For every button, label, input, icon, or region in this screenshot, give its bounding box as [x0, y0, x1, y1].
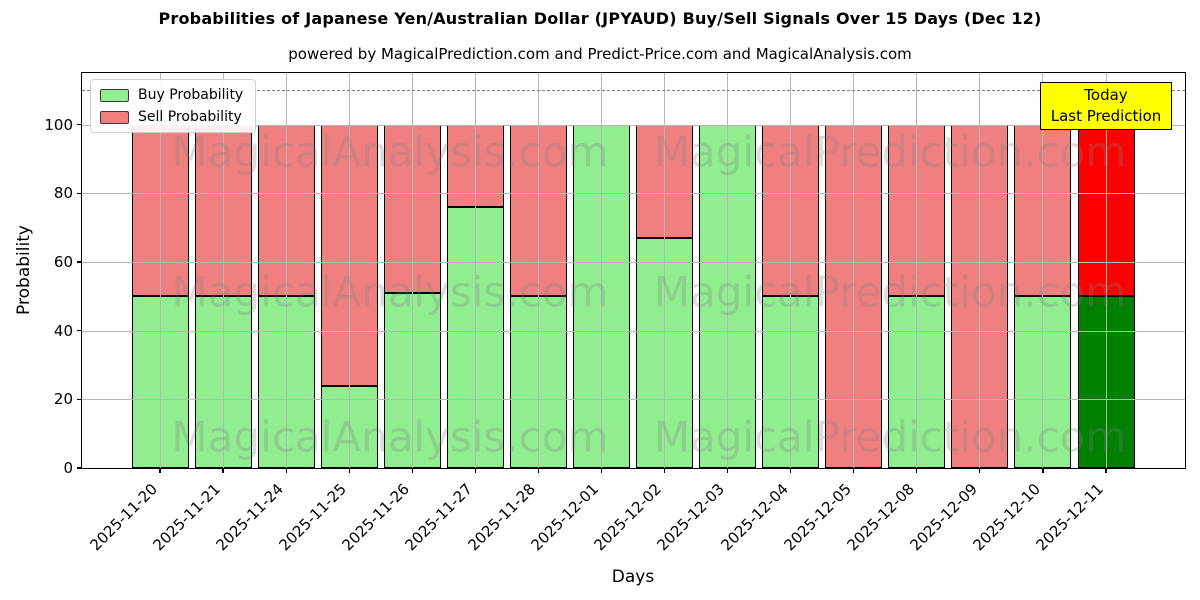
gridline-y-40 [82, 330, 1185, 332]
x-tick-label-2025-12-11: 2025-12-11 [1032, 480, 1107, 555]
gridline-x-2025-12-01 [600, 73, 602, 468]
x-tick-2025-11-26 [411, 468, 413, 473]
gridline-x-2025-12-03 [727, 73, 729, 468]
legend-label-sell: Sell Probability [138, 109, 242, 125]
gridline-x-2025-11-24 [285, 73, 287, 468]
gridline-x-2025-12-05 [853, 73, 855, 468]
chart-subtitle: powered by MagicalPrediction.com and Pre… [288, 45, 912, 63]
y-tick-80 [77, 192, 82, 194]
y-tick-label-0: 0 [63, 459, 73, 477]
today-annotation: Today Last Prediction [1040, 82, 1172, 130]
y-tick-label-80: 80 [53, 184, 73, 203]
x-tick-label-2025-11-24: 2025-11-24 [212, 480, 287, 555]
dashed-threshold-line [82, 90, 1185, 92]
y-tick-20 [77, 398, 82, 400]
x-tick-2025-12-09 [979, 468, 981, 473]
gridline-x-2025-12-09 [979, 73, 981, 468]
gridline-x-2025-12-08 [916, 73, 918, 468]
y-axis-title: Probability [14, 225, 34, 315]
x-tick-label-2025-12-01: 2025-12-01 [527, 480, 603, 555]
gridline-y-20 [82, 399, 1185, 401]
legend: Buy Probability Sell Probability [90, 79, 257, 133]
y-tick-label-60: 60 [53, 252, 73, 271]
gridline-x-2025-12-02 [664, 73, 666, 468]
x-tick-label-2025-12-10: 2025-12-10 [969, 480, 1044, 555]
gridline-y-60 [82, 261, 1185, 263]
x-tick-2025-12-02 [663, 468, 666, 473]
x-tick-label-2025-11-27: 2025-11-27 [401, 480, 477, 555]
y-tick-100 [77, 123, 82, 126]
legend-label-buy: Buy Probability [138, 87, 244, 103]
x-tick-2025-11-24 [285, 468, 287, 473]
y-tick-label-20: 20 [53, 390, 73, 409]
today-annotation-line1: Today [1084, 86, 1128, 104]
gridline-x-2025-11-26 [411, 73, 413, 468]
x-tick-label-2025-11-20: 2025-11-20 [86, 480, 161, 555]
x-tick-2025-12-10 [1042, 468, 1044, 473]
x-tick-label-2025-12-08: 2025-12-08 [843, 480, 918, 555]
gridline-x-2025-11-21 [222, 73, 224, 468]
chart-title: Probabilities of Japanese Yen/Australian… [158, 9, 1042, 28]
y-tick-40 [77, 330, 82, 332]
sell-swatch-icon [100, 110, 129, 124]
x-tick-2025-12-08 [916, 468, 918, 473]
gridline-x-2025-11-28 [537, 73, 539, 468]
x-tick-label-2025-11-28: 2025-11-28 [464, 480, 540, 555]
y-tick-label-40: 40 [53, 321, 73, 340]
buy-swatch-icon [100, 88, 129, 102]
legend-item-buy: Buy Probability [100, 87, 243, 103]
x-tick-label-2025-12-03: 2025-12-03 [653, 480, 729, 555]
x-tick-2025-12-03 [727, 468, 729, 473]
gridline-x-2025-11-27 [474, 73, 476, 468]
x-tick-2025-11-20 [159, 468, 161, 473]
x-tick-label-2025-12-09: 2025-12-09 [906, 480, 981, 555]
x-axis-title: Days [611, 567, 655, 587]
gridline-x-2025-12-11 [1105, 73, 1107, 468]
gridline-x-2025-12-04 [790, 73, 792, 468]
y-tick-label-100: 100 [44, 115, 73, 134]
x-tick-label-2025-12-04: 2025-12-04 [717, 480, 792, 555]
x-tick-2025-11-28 [537, 468, 539, 473]
x-tick-2025-12-11 [1105, 468, 1107, 473]
gridline-x-2025-11-25 [348, 73, 350, 468]
x-tick-2025-12-01 [600, 468, 603, 473]
x-tick-2025-11-25 [348, 468, 350, 473]
gridline-x-2025-12-10 [1042, 73, 1044, 468]
x-tick-label-2025-11-25: 2025-11-25 [275, 480, 350, 555]
legend-item-sell: Sell Probability [100, 109, 243, 125]
x-tick-label-2025-11-21: 2025-11-21 [149, 480, 224, 555]
today-annotation-line2: Last Prediction [1050, 107, 1162, 125]
y-tick-60 [77, 261, 82, 263]
gridline-y-100 [82, 124, 1185, 126]
x-tick-2025-11-21 [222, 468, 224, 473]
x-tick-2025-12-05 [853, 468, 855, 473]
x-tick-2025-11-27 [474, 468, 476, 473]
y-tick-0 [77, 467, 82, 469]
x-tick-2025-12-04 [790, 468, 792, 473]
gridline-x-2025-11-20 [159, 73, 161, 468]
gridline-y-80 [82, 193, 1185, 195]
x-tick-label-2025-11-26: 2025-11-26 [338, 480, 414, 555]
